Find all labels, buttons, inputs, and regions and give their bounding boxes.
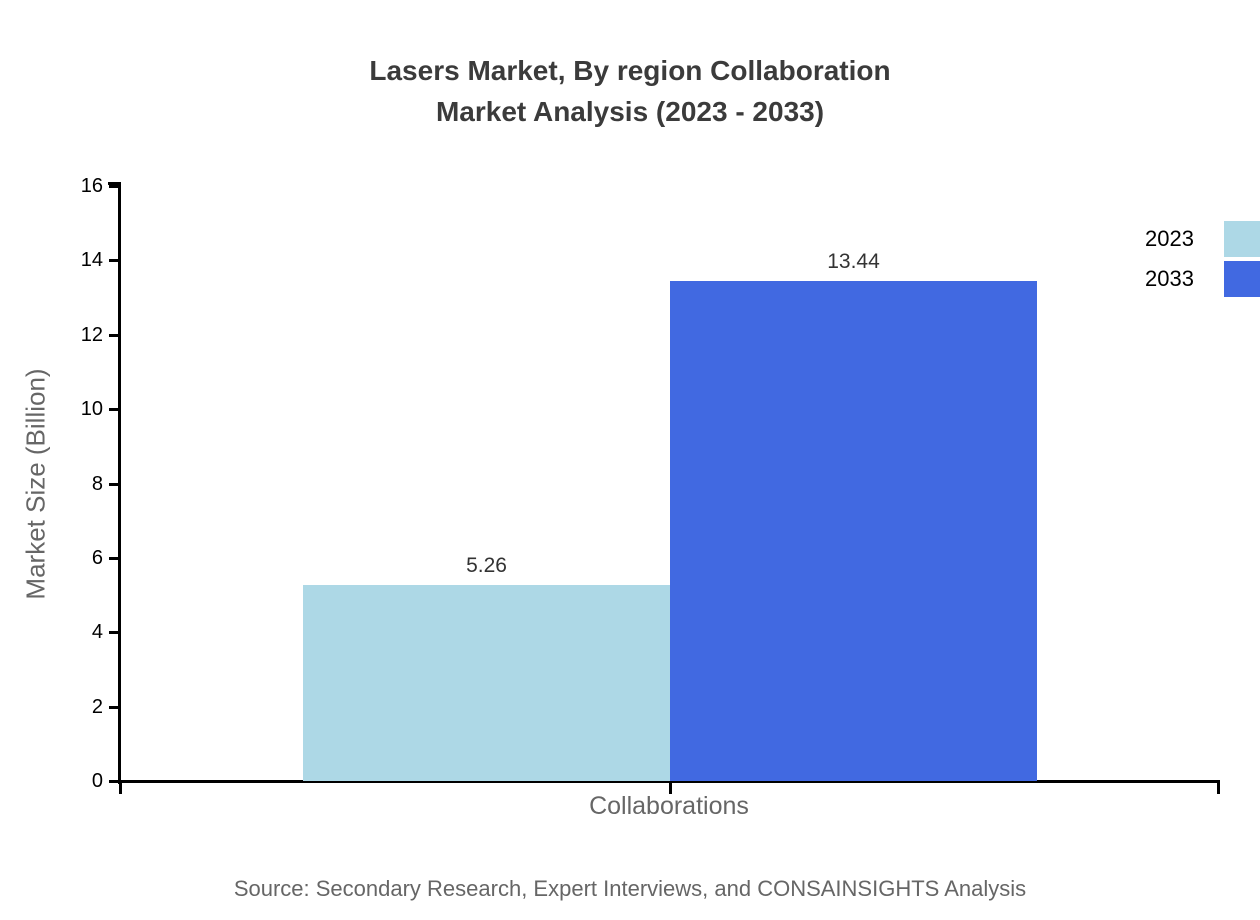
y-tick-label-2: 2 <box>91 696 103 718</box>
y-tick-2 <box>109 706 120 709</box>
y-axis-top-cap <box>108 182 120 185</box>
legend-swatch-2033 <box>1224 261 1260 297</box>
legend-label-2023: 2023 <box>1145 226 1194 251</box>
y-tick-0 <box>109 780 120 783</box>
chart-title-line2: Market Analysis (2023 - 2033) <box>435 96 825 127</box>
x-axis-category-label: Collaborations <box>589 792 749 820</box>
y-tick-label-4: 4 <box>91 621 103 643</box>
legend-swatch-2023 <box>1224 221 1260 257</box>
chart-title-line1: Lasers Market, By region Collaboration <box>369 55 891 86</box>
x-axis-tick-collaborations <box>669 780 672 794</box>
y-tick-14 <box>109 259 120 262</box>
chart-title: Lasers Market, By region Collaboration M… <box>0 50 1260 132</box>
legend-label-2033: 2033 <box>1145 266 1194 291</box>
y-tick-label-10: 10 <box>80 398 103 420</box>
y-tick-label-6: 6 <box>91 547 103 569</box>
y-tick-label-0: 0 <box>91 770 103 792</box>
bar-value-label-2023: 5.26 <box>466 554 507 577</box>
x-axis-outer-tick-right <box>1217 780 1220 794</box>
x-axis-outer-tick-left <box>119 780 122 794</box>
y-tick-6 <box>109 557 120 560</box>
y-tick-12 <box>109 334 120 337</box>
y-tick-label-12: 12 <box>80 324 103 346</box>
bar-2033 <box>670 281 1037 781</box>
y-tick-label-14: 14 <box>80 249 103 271</box>
y-tick-10 <box>109 408 120 411</box>
source-note: Source: Secondary Research, Expert Inter… <box>233 876 1027 901</box>
bar-2023 <box>303 585 670 781</box>
y-tick-16 <box>109 185 120 188</box>
y-tick-label-8: 8 <box>91 473 103 495</box>
y-tick-4 <box>109 631 120 634</box>
y-tick-8 <box>109 483 120 486</box>
y-tick-label-16: 16 <box>80 175 103 197</box>
bar-value-label-2033: 13.44 <box>827 250 880 273</box>
